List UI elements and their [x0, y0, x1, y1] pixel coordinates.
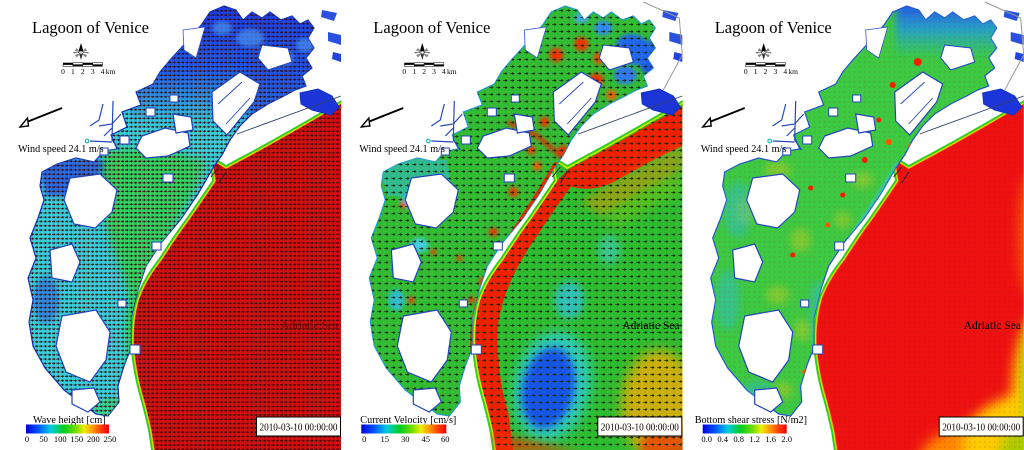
svg-text:45: 45 [422, 434, 431, 444]
svg-text:0: 0 [25, 434, 29, 444]
svg-text:0.8: 0.8 [733, 434, 744, 444]
svg-text:0.0: 0.0 [701, 434, 712, 444]
svg-text:150: 150 [70, 434, 83, 444]
svg-text:Wave height [cm]: Wave height [cm] [33, 415, 106, 426]
svg-text:Bottom shear stress [N/m2]: Bottom shear stress [N/m2] [695, 415, 807, 426]
svg-text:15: 15 [381, 434, 390, 444]
svg-text:0: 0 [362, 434, 366, 444]
svg-text:1.6: 1.6 [765, 434, 776, 444]
svg-text:200: 200 [87, 434, 100, 444]
svg-text:2.0: 2.0 [781, 434, 792, 444]
svg-text:50: 50 [39, 434, 48, 444]
svg-text:60: 60 [441, 434, 450, 444]
svg-text:0.4: 0.4 [717, 434, 728, 444]
svg-text:1.2: 1.2 [749, 434, 760, 444]
svg-text:100: 100 [54, 434, 67, 444]
svg-text:30: 30 [401, 434, 410, 444]
svg-text:Current Velocity [cm/s]: Current Velocity [cm/s] [360, 415, 456, 426]
svg-text:250: 250 [104, 434, 117, 444]
